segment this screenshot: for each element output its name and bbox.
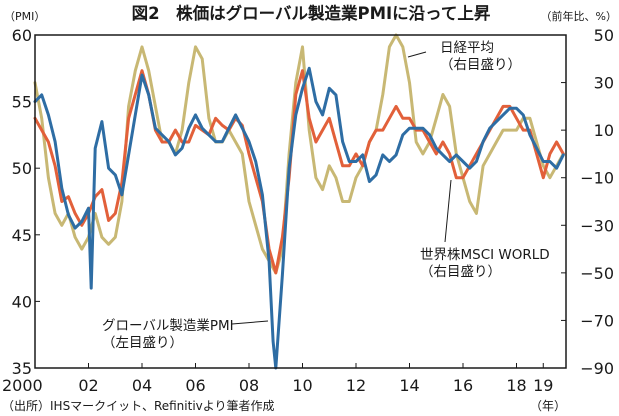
- annotation-leader-pmi: [231, 320, 269, 325]
- right-tick-label: −30: [580, 216, 614, 235]
- x-tick-label: 04: [132, 376, 152, 395]
- right-tick-label: 50: [594, 26, 614, 45]
- annotation-pmi: グローバル製造業PMI: [102, 318, 234, 334]
- left-tick-label: 60: [12, 26, 32, 45]
- left-tick-label: 50: [12, 159, 32, 178]
- annotation-leader-msci: [444, 179, 452, 243]
- annotation-msci: 世界株MSCI WORLD: [420, 247, 550, 263]
- x-tick-label: 08: [239, 376, 259, 395]
- right-tick-label: 10: [594, 121, 614, 140]
- chart-title: 図2 株価はグローバル製造業PMIに沿って上昇: [132, 3, 491, 23]
- annotation-nikkei: 日経平均: [440, 40, 494, 56]
- left-tick-label: 35: [12, 359, 32, 378]
- x-tick-label: 19: [533, 376, 553, 395]
- right-tick-label: −50: [580, 264, 614, 283]
- x-tick-label: 12: [346, 376, 366, 395]
- left-tick-label: 55: [12, 93, 32, 112]
- x-tick-label: 06: [185, 376, 205, 395]
- annotation-msci: （右目盛り）: [420, 264, 501, 280]
- annotation-nikkei: （右目盛り）: [440, 57, 521, 73]
- x-axis-unit: （年）: [530, 399, 566, 413]
- x-tick-label: 18: [506, 376, 526, 395]
- left-axis-ticks: 35 40 45 50 55 60: [12, 26, 40, 378]
- series-line-msci: [33, 69, 565, 275]
- x-tick-label: 14: [399, 376, 419, 395]
- annotation-leader-nikkei: [407, 51, 427, 58]
- x-tick-label: 16: [453, 376, 473, 395]
- right-axis-label: （前年比、%）: [541, 9, 617, 23]
- right-axis-ticks: −90 −70 −50 −30 −10 10 30 50: [561, 26, 614, 378]
- annotations: 日経平均（右目盛り）世界株MSCI WORLD（右目盛り）グローバル製造業PMI…: [102, 40, 550, 351]
- x-tick-label: 02: [78, 376, 98, 395]
- source-note: （出所）IHSマークイット、Refinitivより筆者作成: [2, 399, 275, 413]
- left-tick-label: 45: [12, 226, 32, 245]
- right-tick-label: −90: [580, 359, 614, 378]
- x-tick-label: 10: [292, 376, 312, 395]
- right-tick-label: 30: [594, 74, 614, 93]
- left-tick-label: 40: [12, 292, 32, 311]
- left-axis-label: （PMI）: [4, 10, 45, 23]
- x-axis-ticks: 2000 02 04 06 08 10 12 14 16 18 19: [2, 363, 553, 395]
- right-tick-label: −10: [580, 169, 614, 188]
- right-tick-label: −70: [580, 311, 614, 330]
- x-tick-label: 2000: [2, 376, 43, 395]
- plot-frame: [34, 34, 567, 369]
- plot-lines: [33, 33, 565, 370]
- series-line-pmi: [33, 66, 565, 370]
- annotation-pmi: （左目盛り）: [102, 335, 183, 351]
